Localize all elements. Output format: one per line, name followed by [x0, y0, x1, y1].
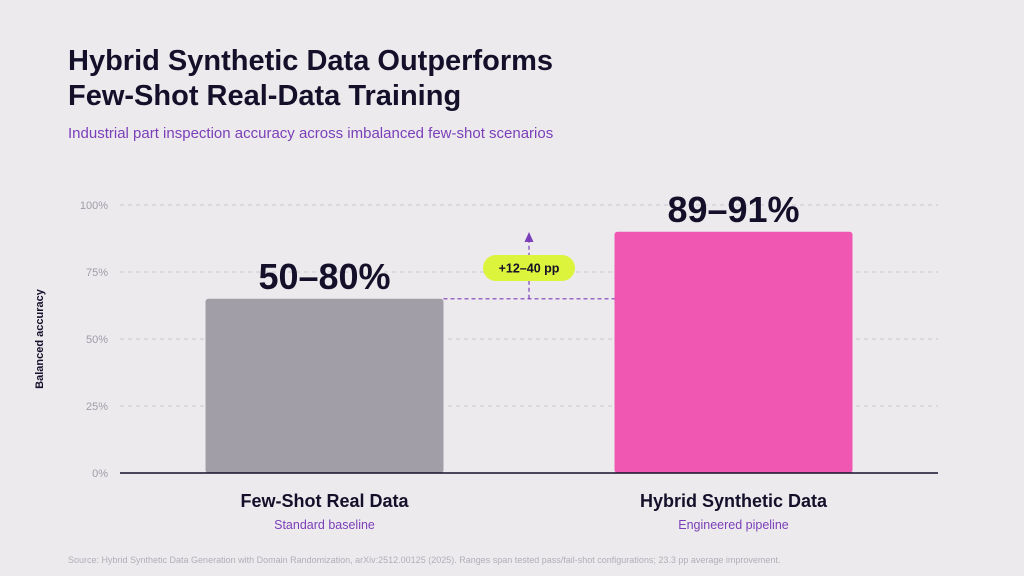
- arrow-up-icon: [524, 232, 534, 242]
- chart-subtitle: Industrial part inspection accuracy acro…: [68, 125, 554, 142]
- bars: 50–80% 89–91%: [205, 189, 853, 473]
- source-note: Source: Hybrid Synthetic Data Generation…: [68, 555, 781, 565]
- category-label: Few-Shot Real Data: [240, 491, 409, 511]
- bar-value-label: 50–80%: [258, 256, 390, 297]
- y-tick-label: 0%: [92, 468, 108, 480]
- bar-few-shot-real-data: [205, 298, 444, 473]
- y-tick-label: 50%: [86, 334, 108, 346]
- y-tick-label: 100%: [80, 200, 108, 212]
- improvement-badge-text: +12–40 pp: [499, 262, 560, 276]
- chart-title: Hybrid Synthetic Data Outperforms Few-Sh…: [68, 44, 768, 114]
- category-label: Hybrid Synthetic Data: [640, 491, 828, 511]
- category-subtitle: Engineered pipeline: [678, 518, 789, 532]
- chart-title-line-2: Few-Shot Real-Data Training: [68, 80, 462, 112]
- improvement-annotation: +12–40 pp: [443, 232, 615, 300]
- y-axis-label: Balanced accuracy: [34, 288, 46, 389]
- category-labels: Few-Shot Real Data Standard baseline Hybri…: [240, 491, 828, 532]
- y-axis-ticks: 0% 25% 50% 75% 100%: [80, 200, 108, 480]
- y-tick-label: 25%: [86, 401, 108, 413]
- y-tick-label: 75%: [86, 267, 108, 279]
- improvement-badge: [483, 255, 575, 281]
- bar-hybrid-synthetic-data: [614, 231, 853, 473]
- chart-title-line-1: Hybrid Synthetic Data Outperforms: [68, 45, 554, 77]
- bar-value-label: 89–91%: [667, 189, 799, 230]
- category-subtitle: Standard baseline: [274, 518, 375, 532]
